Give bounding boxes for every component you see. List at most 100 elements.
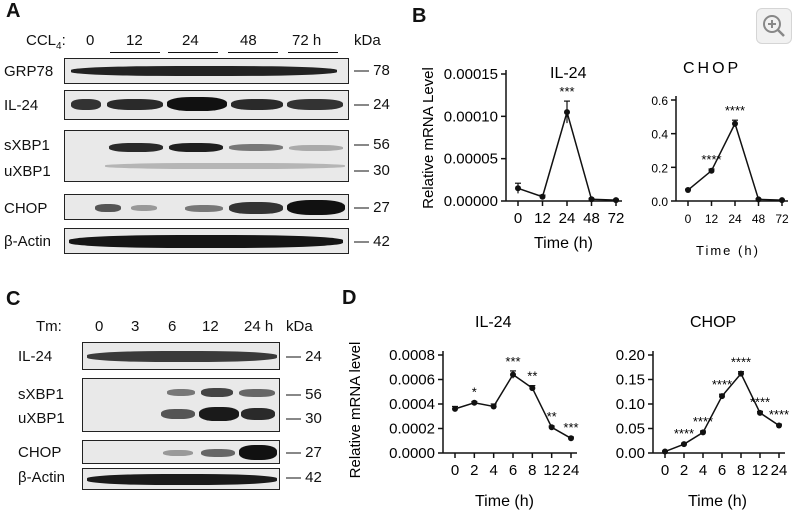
mw-marker: — 56	[354, 136, 390, 153]
data-point	[568, 435, 574, 442]
significance-label: **	[527, 369, 537, 384]
treatment-label-tm: Tm:	[36, 318, 62, 335]
data-point	[755, 196, 762, 203]
zoom-in-icon	[763, 15, 785, 37]
timepoint-label: 72 h	[292, 32, 322, 49]
kda-label: kDa	[286, 318, 313, 335]
blot-chop	[82, 440, 280, 464]
chart-title: IL-24	[550, 65, 587, 82]
data-point	[738, 370, 744, 377]
data-point	[588, 196, 595, 203]
chart-title: CHOP	[683, 60, 741, 77]
blot-grp78	[64, 58, 349, 84]
mw-marker: — 27	[286, 444, 322, 461]
timepoint-label: 6	[168, 318, 177, 335]
blot-chop	[64, 194, 349, 220]
y-tick-label: 0.0000	[389, 445, 435, 462]
mw-marker: — 24	[286, 348, 322, 365]
panel-label-c: C	[6, 288, 21, 310]
y-tick-label: 0.00015	[444, 66, 498, 83]
blot-beta-actin	[82, 468, 280, 490]
protein-label-il24: IL-24	[4, 97, 39, 114]
blot-beta-actin	[64, 228, 349, 254]
data-point	[452, 405, 458, 412]
y-tick-label: 0.0	[651, 195, 668, 209]
data-point	[700, 429, 706, 436]
x-tick-label: 24	[728, 212, 742, 226]
zoom-button[interactable]	[756, 8, 792, 44]
blot-band	[163, 450, 193, 456]
significance-label: ****	[750, 394, 770, 409]
y-tick-label: 0.00	[616, 445, 645, 462]
mw-marker: — 27	[354, 199, 390, 216]
blot-band	[161, 409, 195, 419]
blot-band	[169, 143, 223, 152]
timepoint-label: 24	[182, 32, 199, 49]
blot-band	[107, 99, 163, 110]
blot-band	[71, 66, 337, 76]
significance-label: ***	[563, 420, 578, 435]
data-point	[548, 424, 555, 431]
x-tick-label: 4	[489, 462, 497, 479]
x-axis-label: Time (h)	[475, 493, 534, 510]
timepoint-label: 48	[240, 32, 257, 49]
protein-label-il24: IL-24	[18, 348, 53, 365]
protein-label-uxbp1: uXBP1	[4, 163, 51, 180]
timepoint-label: 12	[126, 32, 143, 49]
data-point	[732, 120, 738, 127]
kda-label: kDa	[354, 32, 381, 49]
mw-marker: — 24	[354, 96, 390, 113]
blot-band	[239, 445, 277, 460]
data-point	[757, 409, 763, 416]
y-axis-label: Relative mRNA level	[347, 342, 364, 479]
x-tick-label: 24	[563, 462, 580, 479]
blot-band	[201, 388, 233, 397]
lane-group-line	[228, 52, 278, 53]
data-point	[515, 185, 521, 192]
timepoint-label: 0	[86, 32, 95, 49]
x-tick-label: 6	[718, 462, 726, 479]
data-point	[510, 371, 516, 378]
blot-xbp1	[82, 378, 280, 432]
lane-group-line	[288, 52, 338, 53]
x-tick-label: 12	[534, 210, 551, 227]
data-point	[529, 385, 536, 392]
series-line	[517, 109, 617, 201]
y-tick-label: 0.0006	[389, 372, 435, 389]
x-tick-label: 12	[543, 462, 560, 479]
x-tick-label: 72	[608, 210, 625, 227]
y-tick-label: 0.00000	[444, 193, 498, 210]
data-point	[779, 197, 785, 204]
y-tick-label: 0.10	[616, 396, 645, 413]
blot-band	[229, 144, 283, 151]
protein-label-uxbp1: uXBP1	[18, 410, 65, 427]
blot-band	[229, 202, 283, 214]
significance-label: ****	[712, 377, 732, 392]
timepoint-label: 0	[95, 318, 104, 335]
data-point	[685, 187, 691, 194]
x-tick-label: 0	[451, 462, 459, 479]
blot-band	[289, 145, 343, 151]
mw-marker: — 30	[354, 162, 390, 179]
x-tick-label: 48	[752, 212, 766, 226]
data-point	[776, 422, 782, 429]
blot-band	[87, 474, 277, 485]
x-tick-label: 8	[528, 462, 536, 479]
x-tick-label: 2	[470, 462, 478, 479]
x-tick-label: 0	[685, 212, 692, 226]
y-tick-label: 0.15	[616, 372, 645, 389]
significance-label: ****	[701, 152, 721, 167]
significance-label: ****	[674, 426, 694, 441]
blot-band	[239, 389, 275, 397]
treatment-label: CCL4:	[26, 32, 66, 52]
x-tick-label: 72	[775, 212, 789, 226]
y-tick-label: 0.0004	[389, 396, 435, 413]
significance-label: ***	[559, 84, 574, 99]
blot-band	[95, 204, 121, 212]
y-tick-label: 0.20	[616, 347, 645, 364]
protein-label-beta-actin: β-Actin	[4, 233, 51, 250]
blot-band	[87, 351, 277, 362]
protein-label-chop: CHOP	[4, 200, 48, 217]
blot-band	[199, 407, 239, 421]
